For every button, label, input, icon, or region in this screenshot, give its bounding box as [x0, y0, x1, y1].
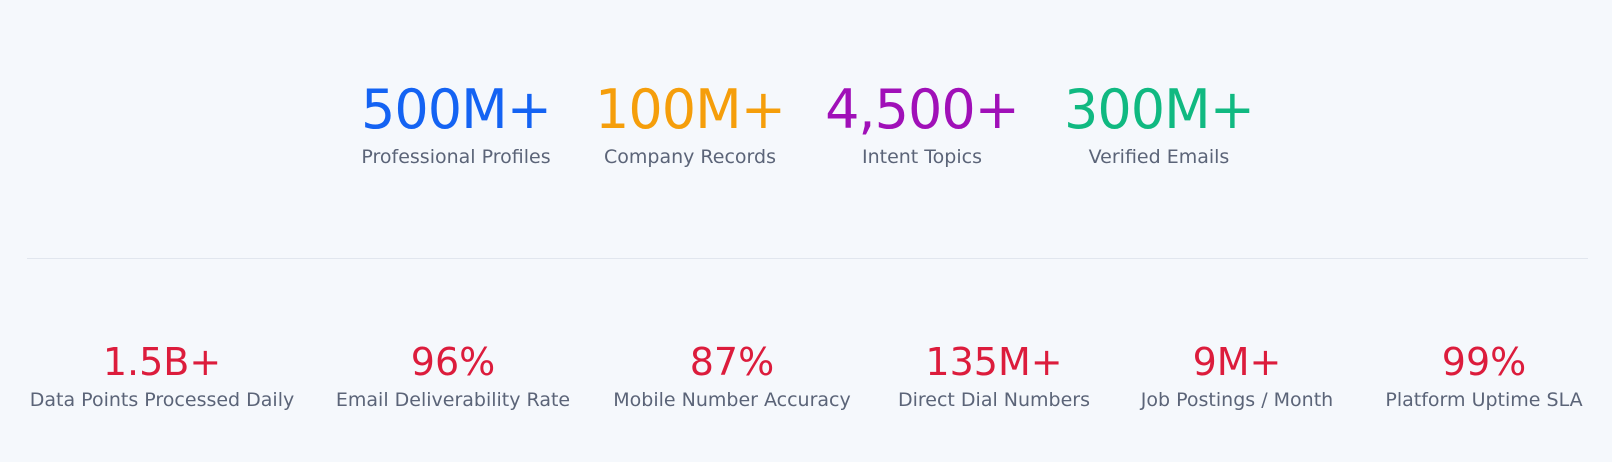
- stat-value: 100M+: [595, 78, 786, 141]
- stat-label: Platform Uptime SLA: [1385, 389, 1583, 411]
- stat: 87% Mobile Number Accuracy: [613, 339, 850, 413]
- stat-value: 99%: [1441, 340, 1527, 384]
- stat: 99% Platform Uptime SLA: [1385, 339, 1582, 413]
- stat: 9M+ Job Postings / Month: [1141, 339, 1333, 413]
- stat-value: 1.5B+: [102, 340, 222, 384]
- stat-value: 87%: [689, 340, 775, 384]
- stat: 1.5B+ Data Points Processed Daily: [30, 339, 294, 413]
- stat-label: Mobile Number Accuracy: [613, 389, 851, 411]
- stat-label: Job Postings / Month: [1140, 389, 1334, 411]
- stat-value: 500M+: [361, 78, 552, 141]
- stat: 4,500+ Intent Topics: [825, 78, 1020, 170]
- stat: 100M+ Company Records: [595, 78, 786, 170]
- stat-label: Company Records: [604, 146, 776, 168]
- stat-label: Intent Topics: [861, 146, 982, 168]
- stat-value: 135M+: [925, 340, 1063, 384]
- stat-value: 300M+: [1064, 78, 1255, 141]
- stat-value: 96%: [410, 340, 496, 384]
- stat-label: Verified Emails: [1088, 146, 1230, 168]
- stat-label: Professional Profiles: [361, 146, 551, 168]
- stat-label: Data Points Processed Daily: [29, 389, 295, 411]
- stat-label: Direct Dial Numbers: [897, 389, 1091, 411]
- divider: [27, 258, 1588, 259]
- stat: 135M+ Direct Dial Numbers: [898, 339, 1090, 413]
- stat-value: 4,500+: [825, 78, 1020, 141]
- stat: 300M+ Verified Emails: [1064, 78, 1255, 170]
- stat-label: Email Deliverability Rate: [335, 389, 571, 411]
- stat-value: 9M+: [1192, 340, 1282, 384]
- stat: 500M+ Professional Profiles: [361, 78, 552, 170]
- stat: 96% Email Deliverability Rate: [336, 339, 570, 413]
